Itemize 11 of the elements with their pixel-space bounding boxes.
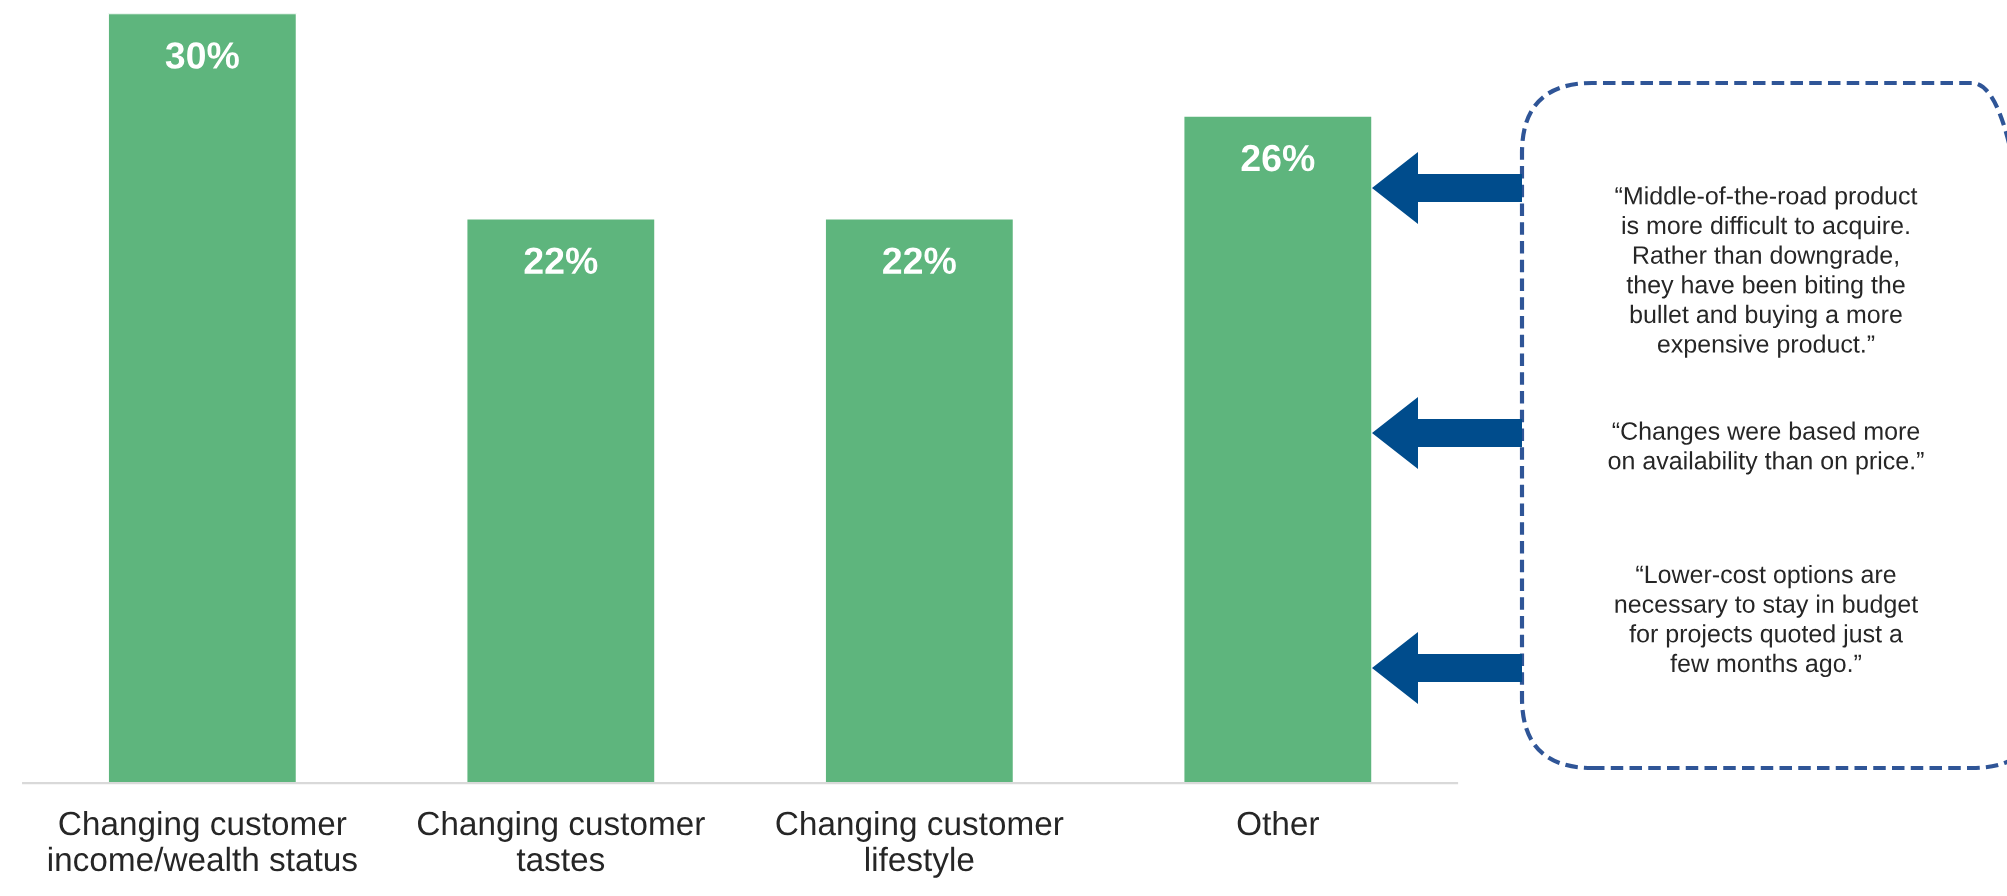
text: “Changes were based more on availability than on price.” (1608, 421, 1924, 475)
data-label: 26% (1241, 144, 1315, 172)
text: “Lower-cost options are necessary to stay in budget for projects quoted just a few months ago.” (1615, 564, 1918, 678)
x-tick-label: Changing customer lifestyle (776, 810, 1064, 878)
data-label: 30% (165, 42, 239, 69)
data-label: 22% (883, 247, 956, 274)
x-tick-label: Other (1237, 810, 1319, 836)
x-tick-label: Changing customer income/wealth status (48, 810, 357, 872)
x-tick-label: Changing customer tastes (418, 810, 705, 872)
data-label: 22% (524, 247, 598, 274)
text: “Middle-of-the-road product is more difficult to acquire. Rather than downgrade, they have been biting the bullet and buying a more expensive product.” (1615, 186, 1918, 358)
